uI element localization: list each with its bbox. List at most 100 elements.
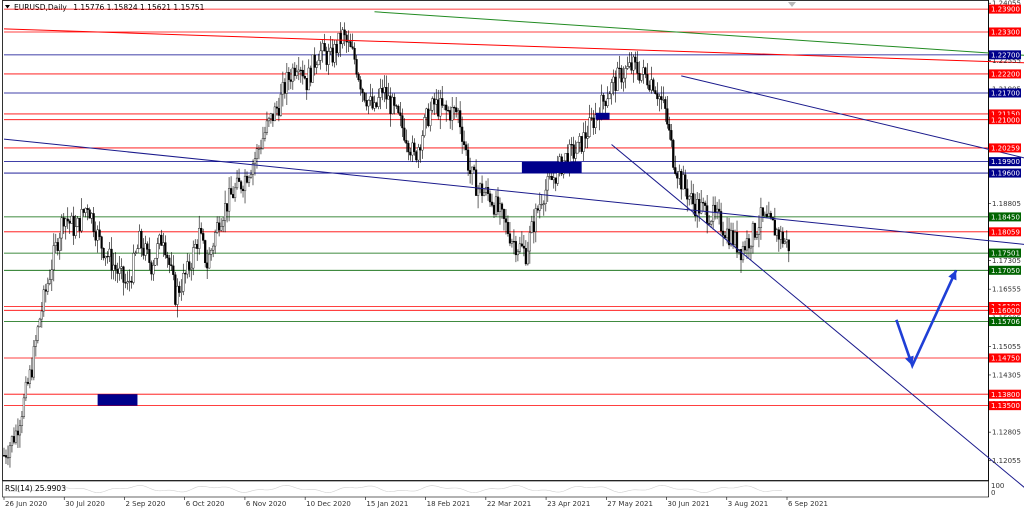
candle-body bbox=[174, 274, 177, 305]
date-tick-label: 2 Sep 2020 bbox=[125, 500, 165, 508]
chart-menu-icon[interactable] bbox=[5, 5, 10, 9]
candle-body bbox=[496, 196, 500, 212]
price-tick-label: 1.14305 bbox=[992, 371, 1021, 379]
supply-zone bbox=[595, 112, 610, 120]
scroll-marker-icon[interactable] bbox=[788, 2, 796, 7]
candle-body bbox=[733, 231, 737, 245]
candle-body bbox=[42, 289, 45, 312]
ohlc-values: 1.15776 1.15824 1.15621 1.15751 bbox=[73, 3, 204, 12]
level-tag-bg bbox=[989, 157, 1021, 167]
candle-body bbox=[534, 208, 537, 232]
date-tick-label: 18 Feb 2021 bbox=[427, 500, 471, 508]
candle-body bbox=[765, 213, 768, 217]
candle-body bbox=[106, 255, 109, 258]
candle-body bbox=[648, 84, 651, 91]
candle-body bbox=[459, 110, 462, 128]
candle-body bbox=[554, 177, 557, 184]
candle-body bbox=[620, 68, 623, 83]
candle-body bbox=[757, 227, 761, 235]
candle-body bbox=[194, 244, 197, 248]
candle-body bbox=[749, 245, 753, 249]
candle-body bbox=[435, 99, 438, 105]
candle-body bbox=[84, 208, 87, 213]
candle-body bbox=[670, 130, 673, 141]
candle-body bbox=[482, 192, 486, 196]
candle-body bbox=[241, 188, 245, 192]
price-tick-label: 1.24055 bbox=[992, 0, 1021, 8]
candle-body bbox=[48, 279, 51, 284]
candle-body bbox=[118, 267, 121, 274]
candle-body bbox=[544, 189, 547, 204]
candle-body bbox=[652, 79, 655, 91]
candle-body bbox=[538, 204, 541, 211]
candle-body bbox=[393, 96, 396, 106]
candle-body bbox=[293, 67, 296, 76]
candle-body bbox=[192, 247, 195, 269]
candle-body bbox=[247, 177, 251, 183]
candle-body bbox=[56, 242, 59, 251]
level-tag-label: 1.19900 bbox=[991, 158, 1020, 166]
candle-body bbox=[540, 203, 543, 206]
candle-body bbox=[104, 255, 107, 259]
candle-body bbox=[552, 177, 555, 181]
candle-body bbox=[472, 166, 476, 171]
candle-body bbox=[676, 173, 679, 179]
level-tag-label: 1.21000 bbox=[991, 116, 1020, 124]
trendline bbox=[3, 28, 1024, 64]
candle-body bbox=[640, 74, 643, 81]
candle-body bbox=[341, 29, 344, 45]
candle-body bbox=[423, 117, 426, 136]
candle-body bbox=[281, 82, 284, 95]
candle-body bbox=[441, 98, 444, 106]
candle-body bbox=[26, 381, 30, 384]
candle-body bbox=[385, 87, 388, 100]
candle-body bbox=[672, 140, 675, 168]
candle-body bbox=[275, 106, 278, 109]
candle-body bbox=[146, 243, 149, 250]
candle-body bbox=[719, 211, 723, 232]
candle-body bbox=[227, 188, 231, 212]
candle-body bbox=[751, 223, 755, 247]
candle-body bbox=[453, 107, 456, 109]
candle-body bbox=[96, 229, 99, 241]
trendline bbox=[374, 11, 1024, 56]
candle-body bbox=[439, 98, 442, 117]
candle-body bbox=[785, 239, 788, 243]
symbol-label: EURUSD,Daily bbox=[14, 3, 67, 12]
candle-body bbox=[220, 226, 223, 231]
level-tag-label: 1.18059 bbox=[991, 228, 1020, 236]
candle-body bbox=[686, 188, 689, 200]
candle-body bbox=[417, 147, 420, 161]
level-tag-bg bbox=[989, 27, 1021, 37]
candle-body bbox=[325, 50, 328, 65]
candle-body bbox=[249, 174, 253, 178]
candle-body bbox=[339, 32, 342, 45]
candle-body bbox=[321, 43, 324, 52]
candle-body bbox=[403, 127, 406, 141]
candle-body bbox=[78, 218, 81, 232]
rsi-line bbox=[3, 484, 783, 494]
candle-body bbox=[455, 107, 458, 113]
candle-body bbox=[359, 79, 362, 90]
candle-body bbox=[24, 381, 28, 399]
date-tick-label: 10 Dec 2020 bbox=[306, 500, 351, 508]
candle-body bbox=[277, 108, 280, 116]
candle-body bbox=[502, 209, 506, 219]
candle-body bbox=[138, 230, 141, 249]
candle-body bbox=[168, 257, 171, 265]
candle-body bbox=[365, 100, 368, 107]
candle-body bbox=[172, 265, 175, 275]
level-tag-label: 1.19600 bbox=[991, 170, 1020, 178]
candle-body bbox=[142, 247, 145, 256]
candle-body bbox=[162, 242, 165, 246]
candle-body bbox=[606, 98, 609, 107]
level-tag-bg bbox=[989, 317, 1021, 327]
candle-body bbox=[315, 64, 318, 68]
candle-body bbox=[580, 136, 583, 152]
candle-body bbox=[658, 96, 661, 100]
candle-body bbox=[702, 202, 705, 204]
candle-body bbox=[323, 43, 326, 52]
candle-body bbox=[618, 67, 621, 69]
